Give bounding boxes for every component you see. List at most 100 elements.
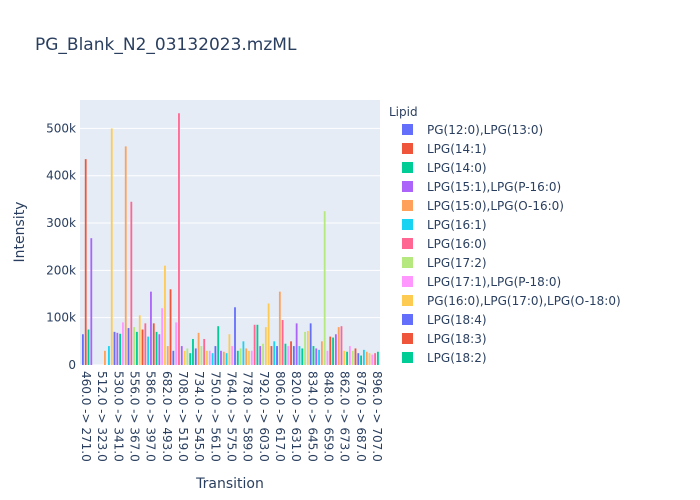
bar[interactable] bbox=[267, 303, 270, 365]
bar[interactable] bbox=[346, 351, 348, 365]
bar[interactable] bbox=[108, 346, 110, 365]
bar[interactable] bbox=[147, 336, 150, 365]
bar[interactable] bbox=[178, 113, 180, 365]
bar[interactable] bbox=[270, 346, 273, 365]
bar[interactable] bbox=[236, 350, 239, 365]
bar[interactable] bbox=[169, 289, 172, 365]
bar[interactable] bbox=[127, 328, 130, 365]
bar[interactable] bbox=[273, 341, 276, 365]
bar[interactable] bbox=[228, 334, 231, 365]
bar[interactable] bbox=[298, 346, 301, 365]
bar[interactable] bbox=[323, 211, 326, 365]
bar[interactable] bbox=[253, 324, 256, 365]
bar[interactable] bbox=[152, 323, 155, 365]
legend-item[interactable]: LPG(14:0) bbox=[402, 161, 487, 175]
legend-item[interactable]: LPG(16:0) bbox=[402, 237, 487, 251]
bar[interactable] bbox=[248, 350, 250, 365]
bar[interactable] bbox=[354, 348, 357, 365]
bar[interactable] bbox=[281, 320, 284, 365]
bar[interactable] bbox=[239, 348, 242, 365]
bar[interactable] bbox=[242, 341, 245, 365]
bar[interactable] bbox=[360, 355, 362, 365]
bar[interactable] bbox=[200, 346, 203, 365]
legend-item[interactable]: LPG(15:1),LPG(P-16:0) bbox=[402, 180, 561, 194]
legend-item[interactable]: LPG(15:0),LPG(O-16:0) bbox=[402, 199, 564, 213]
bar[interactable] bbox=[203, 338, 206, 365]
bar[interactable] bbox=[133, 327, 136, 365]
bar[interactable] bbox=[220, 350, 222, 365]
legend-item[interactable]: PG(12:0),LPG(13:0) bbox=[402, 123, 543, 137]
bar[interactable] bbox=[130, 201, 133, 365]
bar[interactable] bbox=[119, 333, 122, 365]
bar[interactable] bbox=[343, 350, 346, 365]
bar[interactable] bbox=[206, 350, 208, 365]
bar[interactable] bbox=[194, 348, 197, 365]
legend-item[interactable]: LPG(16:1) bbox=[402, 218, 487, 232]
bar[interactable] bbox=[186, 348, 189, 365]
bar[interactable] bbox=[234, 307, 236, 365]
bar[interactable] bbox=[189, 353, 192, 365]
bar[interactable] bbox=[180, 346, 183, 365]
bar[interactable] bbox=[192, 338, 194, 365]
bar[interactable] bbox=[262, 343, 264, 365]
bar[interactable] bbox=[368, 353, 371, 365]
bar[interactable] bbox=[144, 323, 147, 365]
bar[interactable] bbox=[357, 353, 360, 365]
bar[interactable] bbox=[292, 346, 295, 365]
bar[interactable] bbox=[150, 291, 152, 365]
bar[interactable] bbox=[312, 346, 315, 365]
bar[interactable] bbox=[306, 330, 309, 365]
bar[interactable] bbox=[362, 349, 365, 365]
bar[interactable] bbox=[136, 331, 138, 365]
bar[interactable] bbox=[208, 350, 211, 365]
bar[interactable] bbox=[377, 351, 379, 365]
bar[interactable] bbox=[113, 331, 116, 365]
legend-item[interactable]: LPG(17:1),LPG(P-18:0) bbox=[402, 275, 561, 289]
bar[interactable] bbox=[141, 329, 144, 365]
bar[interactable] bbox=[329, 336, 332, 365]
bar[interactable] bbox=[276, 346, 278, 365]
legend-item[interactable]: LPG(17:2) bbox=[402, 256, 487, 270]
bar[interactable] bbox=[124, 146, 127, 365]
bar[interactable] bbox=[304, 331, 306, 365]
bar[interactable] bbox=[337, 327, 340, 365]
bar[interactable] bbox=[90, 238, 93, 365]
bar[interactable] bbox=[351, 350, 354, 365]
bar[interactable] bbox=[278, 291, 281, 365]
bar[interactable] bbox=[197, 332, 200, 365]
legend-item[interactable]: PG(16:0),LPG(17:0),LPG(O-18:0) bbox=[402, 294, 621, 308]
bar[interactable] bbox=[264, 327, 267, 365]
legend-item[interactable]: LPG(14:1) bbox=[402, 142, 487, 156]
bar[interactable] bbox=[290, 341, 292, 365]
bar[interactable] bbox=[332, 337, 334, 365]
bar[interactable] bbox=[334, 334, 337, 365]
bar[interactable] bbox=[340, 326, 343, 365]
bar[interactable] bbox=[309, 323, 312, 365]
bar[interactable] bbox=[164, 265, 166, 365]
bar[interactable] bbox=[315, 348, 318, 365]
bar[interactable] bbox=[287, 346, 290, 365]
bar[interactable] bbox=[175, 322, 178, 365]
bar[interactable] bbox=[110, 128, 113, 365]
bar[interactable] bbox=[231, 346, 234, 365]
bar[interactable] bbox=[87, 329, 90, 365]
bar[interactable] bbox=[245, 348, 248, 365]
bar[interactable] bbox=[295, 323, 298, 365]
legend-item[interactable]: LPG(18:4) bbox=[402, 313, 487, 327]
bar[interactable] bbox=[172, 350, 175, 365]
bar[interactable] bbox=[183, 350, 186, 365]
bar[interactable] bbox=[166, 346, 169, 365]
bar[interactable] bbox=[84, 159, 87, 365]
bar[interactable] bbox=[217, 326, 220, 365]
bar[interactable] bbox=[211, 353, 214, 365]
bar[interactable] bbox=[320, 341, 323, 365]
bar[interactable] bbox=[348, 346, 351, 365]
bar[interactable] bbox=[284, 343, 287, 365]
bar[interactable] bbox=[326, 350, 329, 365]
bar[interactable] bbox=[371, 354, 374, 365]
bar[interactable] bbox=[116, 332, 119, 365]
bar[interactable] bbox=[222, 351, 225, 365]
bar[interactable] bbox=[104, 350, 106, 365]
bar[interactable] bbox=[155, 331, 158, 365]
bar[interactable] bbox=[365, 351, 368, 365]
